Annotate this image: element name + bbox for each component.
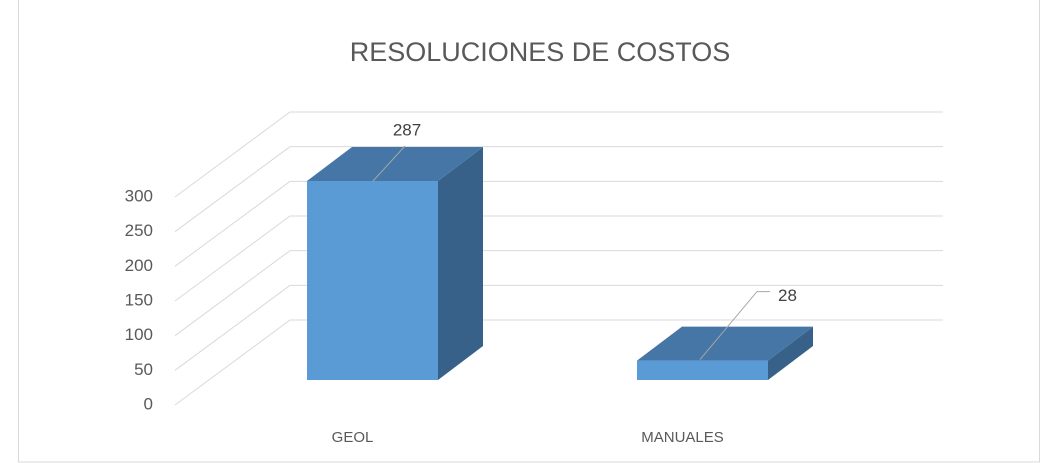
grid-line (174, 250, 291, 337)
bar-top (307, 147, 483, 182)
x-tick-label: MANUALES (641, 429, 724, 446)
y-tick-label: 300 (125, 186, 153, 205)
bar-top (637, 326, 813, 361)
y-tick-label: 200 (125, 256, 153, 275)
grid-line (174, 319, 291, 406)
grid-line (174, 111, 291, 198)
bar (307, 181, 438, 380)
grid-line (174, 215, 291, 302)
chart-frame (18, 0, 1040, 463)
leader-line (699, 291, 770, 360)
y-tick-label: 250 (125, 221, 153, 240)
leader-line (372, 145, 406, 182)
grid-line (174, 284, 291, 371)
x-tick-label: GEOL (332, 429, 374, 446)
chart-title: RESOLUCIONES DE COSTOS (350, 37, 731, 67)
value-label: 28 (778, 286, 797, 305)
bar (637, 360, 768, 380)
value-label: 287 (393, 120, 421, 139)
y-tick-label: 50 (134, 360, 153, 379)
y-tick-label: 0 (144, 394, 153, 413)
y-tick-label: 150 (125, 290, 153, 309)
grid-line (174, 180, 291, 267)
grid-line (174, 146, 291, 233)
bar-side (768, 326, 813, 380)
y-tick-label: 100 (125, 325, 153, 344)
bar-side (438, 147, 483, 380)
